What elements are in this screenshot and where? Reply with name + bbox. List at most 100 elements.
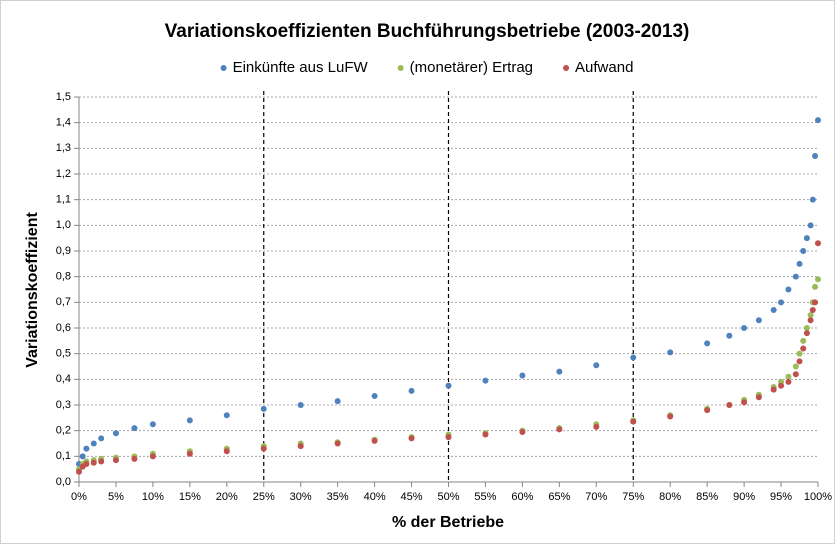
data-point: [371, 393, 378, 400]
data-point: [809, 196, 816, 203]
x-tick-label: 50%: [437, 491, 459, 503]
data-point: [482, 377, 489, 384]
data-point: [556, 426, 563, 433]
data-point: [334, 398, 341, 405]
data-point: [800, 337, 807, 344]
data-point: [98, 458, 105, 465]
data-point: [556, 368, 563, 375]
x-axis-label: % der Betriebe: [392, 514, 504, 531]
data-point: [90, 459, 97, 466]
x-tick-label: 75%: [622, 491, 644, 503]
data-point: [223, 412, 230, 419]
data-point: [149, 453, 156, 460]
data-point: [812, 299, 819, 306]
data-point: [76, 468, 82, 475]
data-point: [815, 240, 821, 247]
data-point: [408, 387, 415, 394]
x-tick-label: 65%: [548, 491, 570, 503]
data-point: [667, 413, 674, 420]
x-tick-label: 90%: [733, 491, 755, 503]
data-point: [796, 358, 803, 365]
x-tick-label: 0%: [71, 491, 87, 503]
data-point: [741, 325, 748, 331]
data-point: [792, 363, 799, 370]
data-point: [112, 430, 119, 437]
data-point: [792, 273, 799, 280]
data-point: [704, 340, 711, 347]
y-tick-label: 0,0: [56, 476, 71, 488]
data-point: [408, 435, 415, 442]
y-tick-label: 0,2: [56, 425, 71, 437]
y-tick-label: 0,4: [56, 373, 71, 385]
x-tick-label: 20%: [216, 491, 238, 503]
data-point: [630, 354, 637, 361]
y-tick-label: 0,8: [56, 271, 71, 283]
data-point: [803, 235, 810, 242]
data-point: [812, 153, 819, 160]
x-tick-label: 30%: [290, 491, 312, 503]
data-point: [796, 260, 803, 267]
x-tick-label: 45%: [401, 491, 423, 503]
x-tick-label: 35%: [327, 491, 349, 503]
legend-marker: [397, 65, 404, 71]
y-tick-label: 1,1: [56, 194, 71, 206]
data-point: [186, 417, 193, 424]
data-point: [815, 276, 821, 283]
legend-marker: [220, 65, 227, 71]
x-tick-label: 40%: [364, 491, 386, 503]
data-point: [445, 434, 452, 441]
data-point: [519, 372, 526, 379]
x-tick-label: 70%: [585, 491, 607, 503]
data-point: [131, 425, 138, 432]
data-point: [778, 382, 785, 389]
data-point: [815, 117, 821, 124]
data-point: [112, 457, 119, 464]
data-point: [630, 418, 637, 425]
data-point: [785, 286, 792, 293]
data-point: [803, 330, 810, 337]
data-point: [83, 445, 90, 452]
data-point: [785, 378, 792, 385]
x-tick-label: 5%: [108, 491, 124, 503]
x-tick-label: 85%: [696, 491, 718, 503]
data-point: [807, 317, 814, 324]
x-tick-label: 80%: [659, 491, 681, 503]
data-point: [223, 448, 230, 455]
data-point: [800, 248, 807, 254]
data-point: [812, 283, 819, 290]
data-point: [131, 455, 138, 462]
legend-label: (monetärer) Ertrag: [410, 59, 533, 76]
data-point: [785, 373, 792, 380]
x-tick-label: 55%: [474, 491, 496, 503]
data-point: [755, 317, 762, 324]
x-tick-label: 15%: [179, 491, 201, 503]
x-tick-label: 95%: [770, 491, 792, 503]
x-tick-label: 60%: [511, 491, 533, 503]
data-point: [593, 362, 600, 369]
data-point: [186, 450, 193, 457]
chart-title: Variationskoeffizienten Buchführungsbetr…: [165, 21, 690, 42]
y-tick-label: 0,3: [56, 399, 71, 411]
data-point: [726, 332, 733, 339]
y-tick-label: 0,1: [56, 450, 71, 462]
data-point: [809, 307, 816, 314]
y-tick-label: 0,6: [56, 322, 71, 334]
legend-marker: [563, 65, 570, 71]
data-point: [334, 440, 341, 447]
data-point: [755, 394, 762, 401]
y-tick-label: 0,7: [56, 296, 71, 308]
data-point: [260, 445, 267, 452]
data-point: [807, 222, 814, 229]
data-point: [704, 407, 711, 414]
data-point: [770, 386, 777, 393]
y-tick-label: 1,4: [56, 117, 71, 129]
x-tick-label: 25%: [253, 491, 275, 503]
data-point: [807, 312, 814, 319]
data-point: [482, 431, 489, 438]
data-point: [800, 345, 807, 352]
data-point: [741, 399, 748, 406]
y-tick-label: 1,5: [56, 91, 71, 103]
y-tick-label: 0,5: [56, 348, 71, 360]
